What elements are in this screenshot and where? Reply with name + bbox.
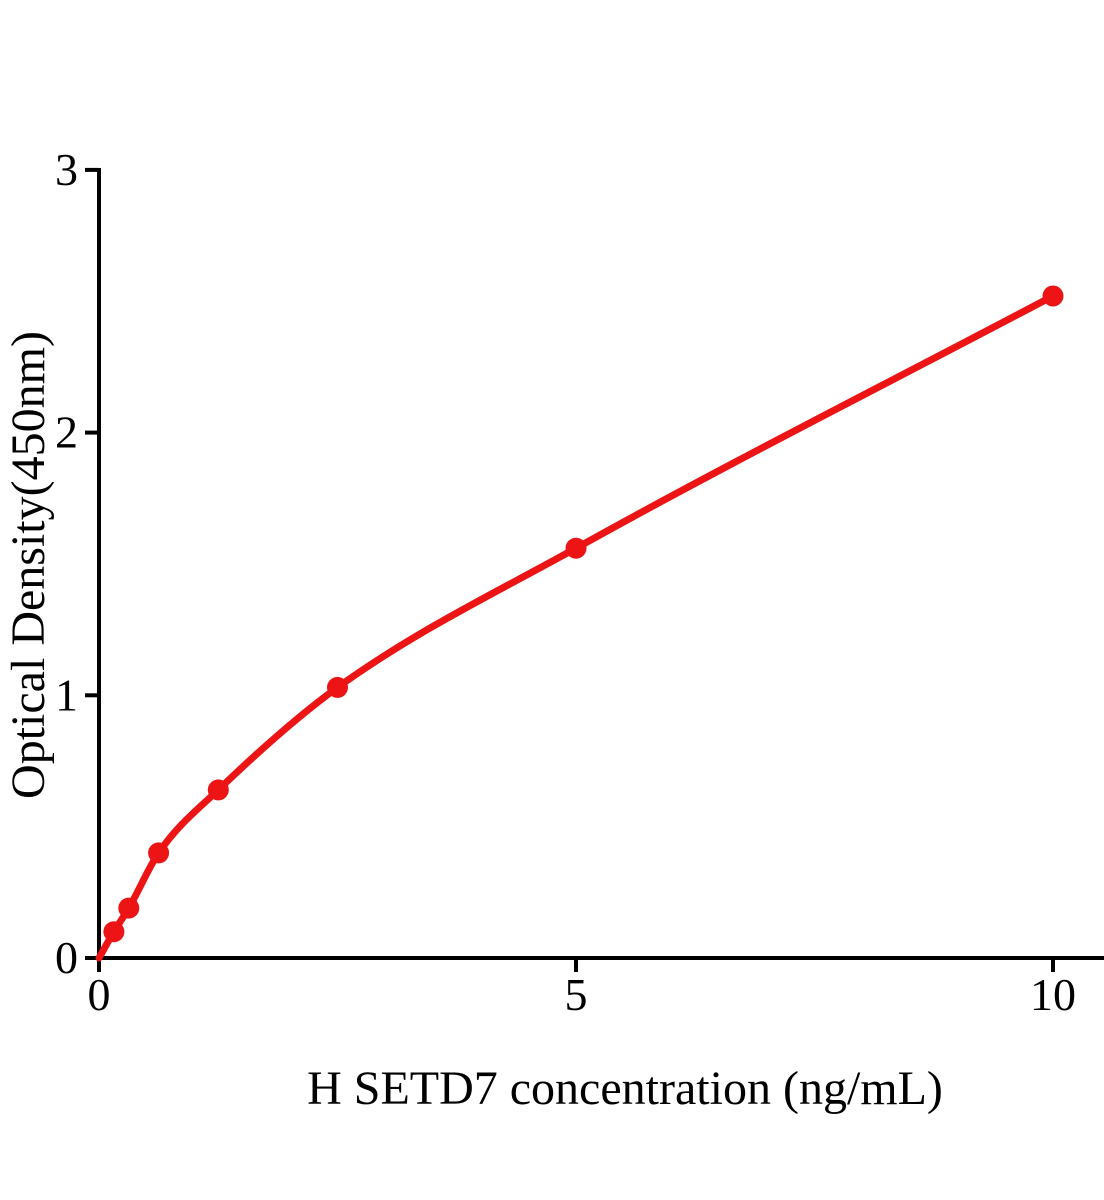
axis-ticks bbox=[85, 167, 1055, 972]
y-tick-label: 1 bbox=[55, 669, 78, 720]
y-tick-label: 0 bbox=[55, 932, 78, 983]
data-point bbox=[207, 779, 229, 801]
data-point bbox=[118, 897, 140, 919]
data-point bbox=[327, 676, 348, 698]
x-tick-label: 10 bbox=[1030, 969, 1076, 1020]
data-points bbox=[103, 285, 1064, 943]
axes bbox=[97, 168, 1104, 960]
data-point bbox=[103, 921, 125, 943]
y-tick-label: 3 bbox=[55, 144, 78, 195]
data-point bbox=[565, 537, 587, 559]
y-axis-title: Optical Density(450nm) bbox=[2, 331, 55, 799]
x-tick-label: 0 bbox=[88, 969, 111, 1020]
fit-curve bbox=[95, 292, 1057, 962]
data-point bbox=[1042, 285, 1064, 307]
y-tick-label: 2 bbox=[55, 407, 78, 458]
x-axis-title: H SETD7 concentration (ng/mL) bbox=[307, 1062, 943, 1115]
x-tick-label: 5 bbox=[565, 969, 588, 1020]
axis-tick-labels: 0 5 10 0 1 2 3 bbox=[55, 144, 1076, 1020]
data-point bbox=[148, 842, 170, 864]
